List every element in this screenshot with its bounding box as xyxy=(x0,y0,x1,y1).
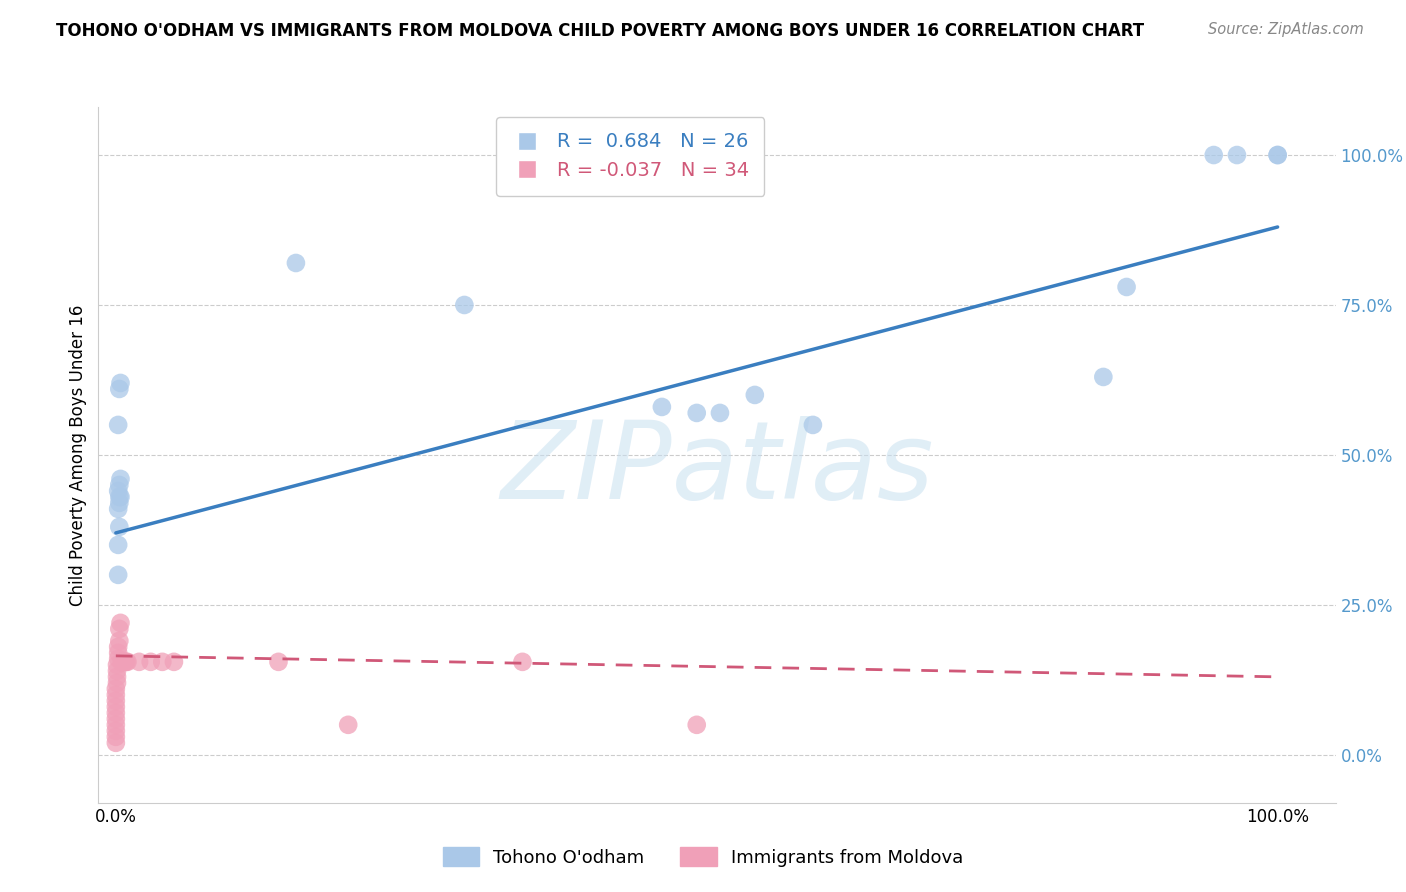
Point xyxy=(107,417,129,432)
Point xyxy=(651,400,673,414)
Y-axis label: Child Poverty Among Boys Under 16: Child Poverty Among Boys Under 16 xyxy=(69,304,87,606)
Point xyxy=(108,633,131,648)
Point xyxy=(115,655,138,669)
Point xyxy=(1267,148,1289,162)
Point xyxy=(105,664,128,678)
Point xyxy=(104,730,127,744)
Point xyxy=(150,655,173,669)
Point xyxy=(139,655,162,669)
Point xyxy=(104,694,127,708)
Point xyxy=(107,640,129,654)
Point xyxy=(108,622,131,636)
Point xyxy=(111,655,134,669)
Point xyxy=(284,256,307,270)
Point xyxy=(117,655,139,669)
Point xyxy=(104,699,127,714)
Point xyxy=(110,615,132,630)
Point xyxy=(104,712,127,726)
Point xyxy=(111,655,134,669)
Point xyxy=(686,406,709,420)
Point xyxy=(801,417,824,432)
Point xyxy=(108,520,131,534)
Point xyxy=(1267,148,1289,162)
Point xyxy=(1226,148,1249,162)
Point xyxy=(107,483,129,498)
Point xyxy=(337,718,360,732)
Point xyxy=(108,496,131,510)
Point xyxy=(107,567,129,582)
Point xyxy=(114,655,136,669)
Point xyxy=(108,490,131,504)
Point xyxy=(112,655,135,669)
Point xyxy=(108,478,131,492)
Point xyxy=(110,472,132,486)
Point xyxy=(744,388,766,402)
Point xyxy=(1202,148,1225,162)
Point xyxy=(104,706,127,720)
Point xyxy=(267,655,290,669)
Point xyxy=(453,298,475,312)
Point xyxy=(104,723,127,738)
Point xyxy=(163,655,186,669)
Point xyxy=(104,681,127,696)
Text: Source: ZipAtlas.com: Source: ZipAtlas.com xyxy=(1208,22,1364,37)
Point xyxy=(105,676,128,690)
Text: ZIPatlas: ZIPatlas xyxy=(501,417,934,521)
Point xyxy=(104,718,127,732)
Point xyxy=(128,655,150,669)
Legend: R =  0.684   N = 26, R = -0.037   N = 34: R = 0.684 N = 26, R = -0.037 N = 34 xyxy=(496,117,765,195)
Point xyxy=(512,655,534,669)
Point xyxy=(107,502,129,516)
Point xyxy=(108,382,131,396)
Point xyxy=(105,670,128,684)
Point xyxy=(686,718,709,732)
Point xyxy=(107,652,129,666)
Point xyxy=(104,736,127,750)
Legend: Tohono O'odham, Immigrants from Moldova: Tohono O'odham, Immigrants from Moldova xyxy=(436,840,970,874)
Point xyxy=(104,688,127,702)
Text: TOHONO O'ODHAM VS IMMIGRANTS FROM MOLDOVA CHILD POVERTY AMONG BOYS UNDER 16 CORR: TOHONO O'ODHAM VS IMMIGRANTS FROM MOLDOV… xyxy=(56,22,1144,40)
Point xyxy=(1115,280,1137,294)
Point xyxy=(105,657,128,672)
Point xyxy=(107,646,129,660)
Point xyxy=(709,406,731,420)
Point xyxy=(1092,370,1115,384)
Point xyxy=(110,376,132,390)
Point xyxy=(107,538,129,552)
Point xyxy=(110,490,132,504)
